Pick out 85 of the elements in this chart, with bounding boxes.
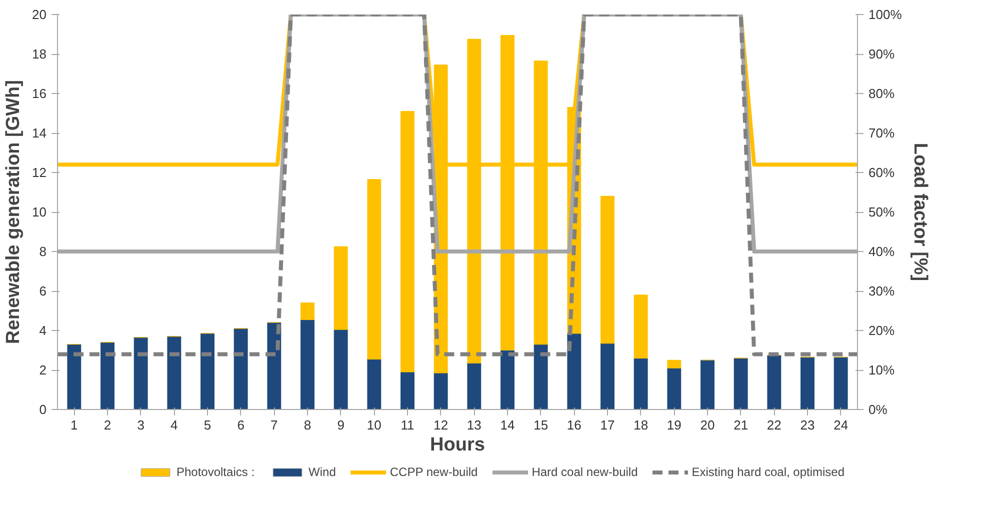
bar — [167, 336, 182, 410]
x-tick-label: 7 — [270, 418, 278, 432]
bar — [600, 343, 614, 410]
x-tick-label: 3 — [137, 418, 144, 432]
y-tick-label: 8 — [39, 244, 47, 259]
x-tick-label: 11 — [400, 418, 414, 432]
y-axis-title: Renewable generation [GWh] — [3, 80, 24, 344]
x-tick-label: 12 — [434, 418, 448, 432]
y2-tick-label: 100% — [868, 7, 902, 22]
x-tick-label: 14 — [500, 418, 515, 432]
legend-label: Hard coal new-build — [532, 465, 638, 479]
x-tick-label: 1 — [70, 418, 78, 432]
y-tick-label: 2 — [39, 362, 47, 378]
y-tick-label: 6 — [39, 284, 47, 298]
bar — [300, 302, 314, 320]
bar — [667, 368, 682, 410]
y2-tick-label: 60% — [868, 165, 895, 180]
x-tick-label: 10 — [366, 418, 382, 432]
y-tick-label: 10 — [32, 204, 47, 220]
bar — [400, 372, 414, 410]
y2-tick-label: 40% — [868, 244, 895, 259]
y2-tick-label: 80% — [868, 86, 895, 101]
y2-tick-label: 0% — [868, 402, 888, 417]
x-tick-label: 8 — [304, 418, 312, 432]
bar — [200, 333, 214, 410]
legend-label: Existing hard coal, optimised — [692, 465, 845, 479]
bar — [67, 344, 82, 410]
y2-tick-label: 30% — [868, 284, 895, 298]
y2-tick-label: 90% — [868, 46, 895, 62]
bar — [100, 342, 114, 410]
bar — [434, 372, 448, 410]
bar — [634, 294, 648, 358]
bar — [500, 350, 514, 410]
x-tick-label: 19 — [666, 418, 682, 432]
y-tick-label: 0 — [39, 402, 47, 417]
x-tick-label: 16 — [566, 418, 582, 432]
bar — [300, 319, 314, 410]
bar — [467, 362, 482, 410]
y-tick-label: 16 — [32, 86, 47, 101]
legend-label: Photovoltaics : — [176, 465, 255, 479]
y-tick-label: 12 — [32, 165, 47, 180]
y-tick-label: 14 — [32, 126, 47, 140]
x-tick-label: 2 — [104, 418, 112, 432]
bar — [767, 354, 782, 410]
bar — [734, 358, 748, 410]
y-tick-label: 4 — [39, 323, 47, 338]
y2-tick-label: 20% — [868, 323, 895, 338]
bar — [600, 196, 614, 344]
bar — [634, 358, 648, 410]
x-tick-label: 24 — [834, 418, 848, 432]
bar — [567, 333, 582, 410]
y2-tick-label: 10% — [868, 362, 895, 378]
x-tick-label: 13 — [466, 418, 482, 432]
x-tick-label: 20 — [700, 418, 715, 432]
y2-tick-label: 70% — [868, 126, 895, 140]
y-tick-label: 18 — [32, 46, 47, 62]
x-axis-title: Hours — [430, 434, 485, 456]
x-tick-label: 23 — [800, 418, 815, 432]
x-tick-label: 4 — [170, 418, 178, 432]
bar — [334, 329, 348, 410]
legend-label: CCPP new-build — [390, 465, 478, 479]
bar — [367, 179, 382, 360]
bar — [834, 356, 848, 410]
x-tick-label: 18 — [634, 418, 648, 432]
x-tick-label: 6 — [237, 418, 244, 432]
x-tick-label: 5 — [204, 418, 212, 432]
bar — [234, 328, 248, 410]
x-tick-label: 21 — [734, 418, 748, 432]
bar — [267, 322, 282, 410]
x-tick-label: 22 — [766, 418, 782, 432]
legend-label: Wind — [308, 465, 336, 479]
x-tick-label: 15 — [534, 418, 548, 432]
bar — [534, 344, 548, 410]
y-tick-label: 20 — [32, 7, 47, 22]
bar — [367, 358, 382, 410]
bar — [334, 246, 348, 330]
y2-tick-label: 50% — [868, 204, 895, 220]
bar — [400, 110, 414, 372]
bar — [134, 337, 148, 410]
bar — [667, 360, 682, 368]
bar — [800, 356, 814, 410]
x-tick-label: 17 — [600, 418, 615, 432]
bar — [700, 360, 714, 410]
y2-axis-title: Load factor [%] — [910, 142, 931, 282]
x-tick-label: 9 — [337, 418, 344, 432]
